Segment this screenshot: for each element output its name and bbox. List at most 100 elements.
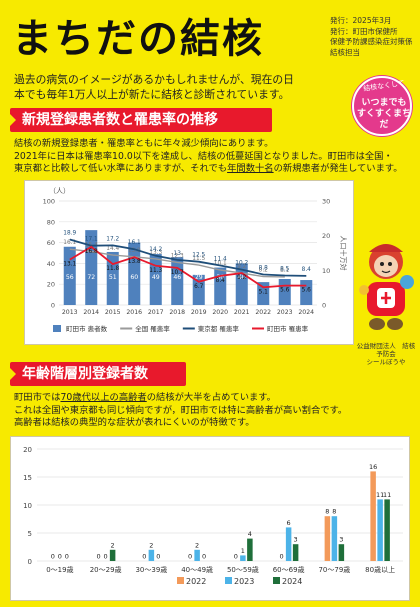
y-tick: 15 bbox=[23, 474, 32, 482]
bar bbox=[240, 555, 246, 561]
bar-value-label: 46 bbox=[173, 274, 181, 281]
line-value-label: 16.8 bbox=[85, 249, 98, 255]
line-value-label: 16.1 bbox=[128, 240, 141, 246]
line-value-label: 14.4 bbox=[106, 246, 119, 252]
badge-arc-text: 結核なくして bbox=[362, 79, 406, 93]
line-value-label: 14.2 bbox=[149, 247, 162, 253]
para-text: の結核が大半を占めています。 bbox=[146, 392, 276, 403]
line-value-label: 13.8 bbox=[128, 259, 141, 265]
line-value-label: 12.3 bbox=[171, 253, 184, 259]
bar bbox=[148, 549, 155, 561]
legend-swatch bbox=[53, 325, 61, 332]
lead-text: 過去の病気のイメージがあるかもしれませんが、現在の日本でも毎年1万人以上が新たに… bbox=[14, 73, 294, 101]
y-left-tick: 0 bbox=[51, 302, 55, 310]
x-tick-label: 50～59歳 bbox=[227, 565, 259, 574]
x-tick-label: 2020 bbox=[212, 309, 228, 316]
page-title: まちだの結核 bbox=[12, 16, 264, 62]
para-underline: 70歳代以上の高齢者 bbox=[60, 392, 147, 403]
line-value-label: 11.3 bbox=[149, 268, 162, 274]
x-tick-label: 2014 bbox=[83, 309, 99, 316]
bar-value-label: 0 bbox=[202, 553, 206, 561]
legend-swatch bbox=[177, 577, 184, 584]
badge-line1: いつまでも bbox=[361, 98, 407, 108]
bar-value-label: 8 bbox=[332, 508, 336, 516]
x-tick-label: 40～49歳 bbox=[181, 565, 213, 574]
line-value-label: 8.4 bbox=[216, 278, 226, 284]
publisher-line: 結核担当 bbox=[330, 47, 360, 57]
bar-value-label: 24 bbox=[302, 274, 310, 281]
bar-value-label: 0 bbox=[142, 553, 146, 561]
y-left-tick: 100 bbox=[43, 198, 55, 206]
legend-label: 2022 bbox=[186, 577, 206, 586]
bar-value-label: 36 bbox=[216, 274, 224, 281]
para-line: これは全国や東京都も同じ傾向ですが，町田市では特に高齢者が高い割合です。 bbox=[14, 404, 348, 416]
series-line bbox=[69, 245, 307, 289]
legend-swatch bbox=[225, 577, 232, 584]
bar-value-label: 1 bbox=[241, 547, 245, 555]
bar bbox=[331, 516, 338, 561]
bar-value-label: 11 bbox=[376, 491, 384, 499]
line-value-label: 9.2 bbox=[237, 264, 247, 270]
publisher-info: 発行：2025年3月 発行：町田市保健所 保健予防課感染症対策係 結核担当 bbox=[330, 16, 413, 58]
bar-value-label: 0 bbox=[234, 553, 238, 561]
y-right-tick: 30 bbox=[322, 198, 330, 206]
publisher-line: 発行：2025年3月 bbox=[330, 16, 392, 25]
bar bbox=[384, 499, 390, 561]
x-tick-label: 2024 bbox=[298, 309, 314, 316]
bar-value-label: 51 bbox=[109, 274, 117, 281]
publisher-line: 保健予防課感染症対策係 bbox=[330, 37, 413, 46]
para-text: 東京都と比較して低い水準にありますが、それでも bbox=[14, 163, 228, 174]
line-value-label: 10.2 bbox=[235, 261, 248, 267]
section2-paragraph: 町田市では70歳代以上の高齢者の結核が大半を占めています。 これは全国や東京都も… bbox=[14, 392, 347, 430]
bar-value-label: 56 bbox=[66, 274, 74, 281]
bar-value-label: 2 bbox=[195, 541, 199, 549]
line-value-label: 5.6 bbox=[302, 288, 312, 294]
legend-label: 町田市 患者数 bbox=[66, 324, 108, 333]
line-value-label: 8.2 bbox=[259, 268, 269, 274]
x-tick-label: 2015 bbox=[105, 309, 121, 316]
y-right-tick: 20 bbox=[322, 232, 330, 240]
bar bbox=[109, 549, 116, 561]
bar-value-label: 0 bbox=[188, 553, 192, 561]
para-line: 高齢者は結核の典型的な症状が表れにくいのが特徴です。 bbox=[14, 417, 255, 428]
legend-label: 東京都 罹患率 bbox=[198, 324, 240, 333]
x-tick-label: 2013 bbox=[62, 309, 78, 316]
bar-value-label: 49 bbox=[152, 274, 160, 281]
x-tick-label: 80歳以上 bbox=[365, 565, 395, 574]
bar bbox=[63, 246, 76, 305]
line-value-label: 13.1 bbox=[63, 262, 76, 268]
mascot-caption-line: 公益財団法人 結核予防会 bbox=[356, 342, 416, 358]
para-line: 結核の新規登録患者・罹患率ともに年々減少傾向にあります。 bbox=[14, 138, 274, 149]
x-tick-label: 70～79歳 bbox=[318, 565, 350, 574]
bar-value-label: 3 bbox=[294, 536, 298, 544]
x-tick-label: 20～29歳 bbox=[90, 565, 122, 574]
publisher-line: 発行：町田市保健所 bbox=[330, 26, 398, 36]
line-value-label: 13.3 bbox=[149, 250, 162, 256]
legend-label: 2023 bbox=[234, 577, 254, 586]
para-line: 2021年に日本は罹患率10.0以下を達成し、結核の低蔓延国となりました。町田市… bbox=[14, 150, 393, 162]
legend-swatch bbox=[273, 577, 280, 584]
y-right-tick: 0 bbox=[322, 302, 326, 310]
para-text: の新規患者が発生しています。 bbox=[273, 163, 403, 174]
y-left-tick: 60 bbox=[47, 239, 55, 247]
x-tick-label: 0～19歳 bbox=[46, 565, 73, 574]
bar bbox=[338, 544, 345, 561]
para-line: 町田市では70歳代以上の高齢者の結核が大半を占めています。 bbox=[14, 392, 347, 405]
line-value-label: 12.5 bbox=[192, 253, 205, 259]
y-tick: 5 bbox=[28, 530, 32, 538]
x-tick-label: 2017 bbox=[148, 309, 164, 316]
bar-value-label: 0 bbox=[97, 553, 101, 561]
line-value-label: 11.5 bbox=[192, 256, 205, 262]
line-value-label: 5.6 bbox=[280, 288, 290, 294]
bar-value-label: 16 bbox=[369, 463, 377, 471]
bar bbox=[192, 274, 205, 305]
bar-value-label: 0 bbox=[65, 553, 69, 561]
mascot-caption: 公益財団法人 結核予防会 シールぼうや bbox=[355, 342, 417, 366]
bar bbox=[285, 527, 292, 561]
x-tick-label: 2019 bbox=[191, 309, 207, 316]
line-value-label: 9.2 bbox=[237, 275, 247, 281]
x-tick-label: 60～69歳 bbox=[273, 565, 305, 574]
mascot-caption-line: シールぼうや bbox=[366, 358, 406, 366]
age-chart-card: 0 5 10 15 20 0 0 0 0～19歳 0 0 2 20～29歳 0 2 0 30～39歳 0 2 0 40～… bbox=[10, 436, 410, 601]
